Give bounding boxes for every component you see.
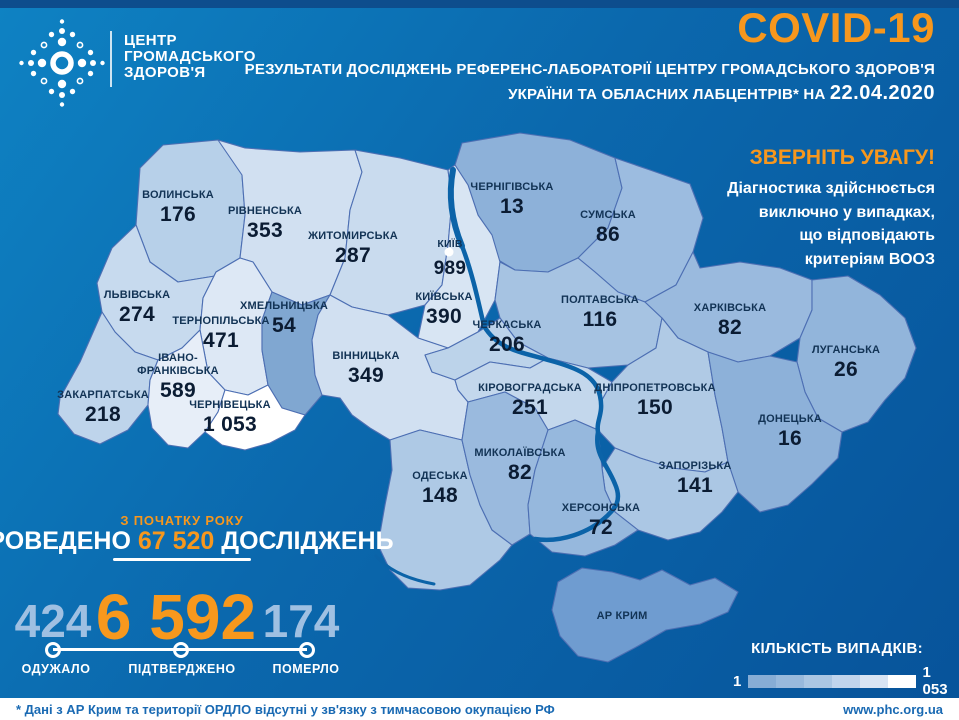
region-label: ДНІПРОПЕТРОВСЬКА 150 — [594, 382, 716, 419]
region-label: ОДЕСЬКА 148 — [412, 470, 468, 507]
region-label: СУМСЬКА 86 — [580, 209, 636, 246]
notice-line: виключно у випадках, — [758, 203, 935, 221]
region-label: ЗАКАРПАТСЬКА 218 — [57, 389, 149, 426]
notice-title: ЗВЕРНІТЬ УВАГУ! — [749, 146, 935, 169]
dnipro-river-north — [447, 167, 465, 249]
phc-logo-icon — [19, 19, 105, 107]
recovered-count: 424 — [14, 595, 92, 647]
region-label: ХМЕЛЬНИЦЬКА 54 — [239, 300, 329, 337]
tested-suffix: ДОСЛІДЖЕНЬ — [221, 527, 394, 555]
tested-prefix: ПРОВЕДЕНО — [0, 527, 131, 555]
notice-line: Діагностика здійснюється — [727, 180, 935, 197]
legend-min-value: 1 — [733, 672, 742, 690]
notice-line: критеріям ВООЗ — [804, 250, 935, 268]
region-label: ЛЬВІВСЬКА 274 — [103, 289, 171, 326]
notice-line: що відповідають — [799, 227, 935, 244]
page-title: COVID-19 — [737, 4, 935, 51]
died-count: 174 — [262, 595, 340, 647]
region-label: ЛУГАНСЬКА 26 — [811, 344, 881, 381]
region-label: ЧЕРНІГІВСЬКА 13 — [470, 181, 554, 218]
region-label: ХЕРСОНСЬКА 72 — [561, 502, 641, 539]
region-label: ЖИТОМИРСЬКА 287 — [308, 230, 398, 267]
subtitle-line1: РЕЗУЛЬТАТИ ДОСЛІДЖЕНЬ РЕФЕРЕНС-ЛАБОРАТОР… — [244, 61, 935, 78]
region-label: ТЕРНОПІЛЬСЬКА 471 — [172, 315, 270, 352]
stats-divider — [113, 558, 251, 561]
region-label: ДОНЕЦЬКА 16 — [758, 413, 822, 450]
region-label: ХАРКІВСЬКА 82 — [693, 302, 767, 339]
org-name-line: ГРОМАДСЬКОГО — [124, 48, 256, 65]
region-label: КИЇВСЬКА 390 — [415, 291, 473, 328]
tested-value: 67 520 — [137, 527, 215, 555]
top-accent-bar — [0, 0, 959, 8]
legend-segment — [831, 674, 860, 688]
notice-block: ЗВЕРНІТЬ УВАГУ! Діагностика здійснюється… — [727, 146, 935, 271]
legend-max-value: 1 053 — [922, 664, 948, 698]
recovered-label: ОДУЖАЛО — [21, 662, 91, 676]
node-circle — [45, 642, 61, 658]
region-label: ЗАПОРІЗЬКА 141 — [658, 460, 732, 497]
logo-divider — [110, 31, 112, 87]
footer-bar: * Дані з АР Крим та території ОРДЛО відс… — [0, 698, 959, 720]
legend-segment — [804, 674, 832, 688]
node-circle — [299, 642, 315, 658]
region-label: ПОЛТАВСЬКА 116 — [561, 294, 639, 331]
region-label: ВОЛИНСЬКА 176 — [142, 189, 214, 226]
confirmed-count: 6 592 — [95, 581, 257, 653]
legend-gradient-bar — [748, 674, 916, 688]
region-label: МИКОЛАЇВСЬКА 82 — [474, 447, 566, 484]
region-label: АР КРИМ — [596, 610, 648, 622]
legend-scale: 1 1 053 — [733, 664, 959, 698]
danube-river — [374, 554, 436, 586]
kyiv-city-label: КИЇВ 989 — [433, 238, 467, 279]
region-label: КІРОВОГРАДСЬКА 251 — [478, 382, 582, 419]
legend-segment — [776, 674, 805, 688]
stats-period-label: З ПОЧАТКУ РОКУ — [120, 513, 244, 528]
legend-segment — [859, 674, 888, 688]
legend-block: КІЛЬКІСТЬ ВИПАДКІВ: 1 1 053 — [733, 640, 959, 698]
org-name-line: ЦЕНТР — [124, 32, 177, 49]
legend-segment — [887, 674, 916, 688]
node-circle — [173, 642, 189, 658]
legend-title: КІЛЬКІСТЬ ВИПАДКІВ: — [751, 640, 923, 657]
org-name-line: ЗДОРОВ'Я — [124, 64, 206, 81]
report-date: 22.04.2020 — [829, 82, 935, 104]
died-label: ПОМЕРЛО — [272, 662, 340, 676]
region-label: ІВАНО-ФРАНКІВСЬКА 589 — [137, 352, 219, 403]
subtitle-line2-text: УКРАЇНИ ТА ОБЛАСНИХ ЛАБЦЕНТРІВ* НА — [508, 86, 826, 103]
region-label: РІВНЕНСЬКА 353 — [227, 205, 303, 242]
region-label: ЧЕРНІВЕЦЬКА 1 053 — [189, 399, 271, 436]
footnote: * Дані з АР Крим та території ОРДЛО відс… — [16, 701, 555, 717]
stats-tested-line: ПРОВЕДЕНО 67 520 ДОСЛІДЖЕНЬ — [0, 527, 394, 556]
legend-segment — [748, 674, 777, 688]
confirmed-label: ПІДТВЕРДЖЕНО — [128, 662, 236, 676]
region-label: ЧЕРКАСЬКА 206 — [472, 319, 542, 356]
website-url: www.phc.org.ua — [843, 701, 943, 717]
org-name: ЦЕНТР ГРОМАДСЬКОГО ЗДОРОВ'Я — [124, 33, 256, 81]
region-label: ВІННИЦЬКА 349 — [332, 350, 400, 387]
subtitle-line2: УКРАЇНИ ТА ОБЛАСНИХ ЛАБЦЕНТРІВ* НА 22.04… — [508, 82, 935, 105]
